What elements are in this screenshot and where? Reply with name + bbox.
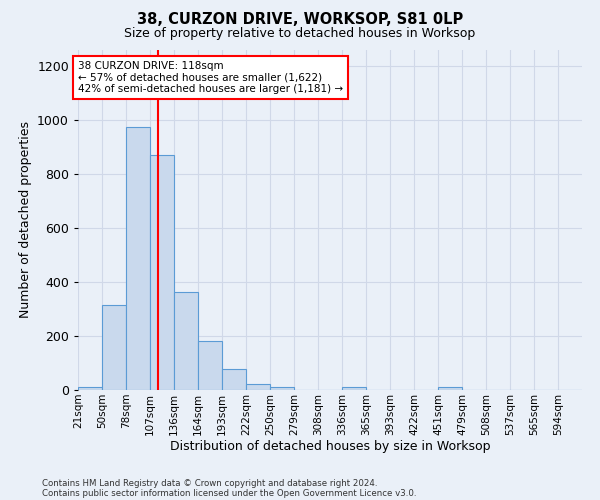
- Bar: [126, 127, 150, 390]
- Bar: [102, 305, 126, 390]
- Bar: [222, 369, 246, 390]
- Text: 38, CURZON DRIVE, WORKSOP, S81 0LP: 38, CURZON DRIVE, WORKSOP, S81 0LP: [137, 12, 463, 28]
- Bar: [270, 387, 294, 390]
- Text: Contains public sector information licensed under the Open Government Licence v3: Contains public sector information licen…: [42, 488, 416, 498]
- Bar: [174, 292, 198, 390]
- Text: Contains HM Land Registry data © Crown copyright and database right 2024.: Contains HM Land Registry data © Crown c…: [42, 478, 377, 488]
- Text: Size of property relative to detached houses in Worksop: Size of property relative to detached ho…: [124, 28, 476, 40]
- Bar: [78, 388, 102, 390]
- Bar: [342, 388, 366, 390]
- X-axis label: Distribution of detached houses by size in Worksop: Distribution of detached houses by size …: [170, 440, 490, 454]
- Bar: [150, 155, 174, 390]
- Text: 38 CURZON DRIVE: 118sqm
← 57% of detached houses are smaller (1,622)
42% of semi: 38 CURZON DRIVE: 118sqm ← 57% of detache…: [78, 61, 343, 94]
- Bar: [438, 388, 462, 390]
- Bar: [198, 342, 222, 390]
- Y-axis label: Number of detached properties: Number of detached properties: [19, 122, 32, 318]
- Bar: [246, 384, 270, 390]
